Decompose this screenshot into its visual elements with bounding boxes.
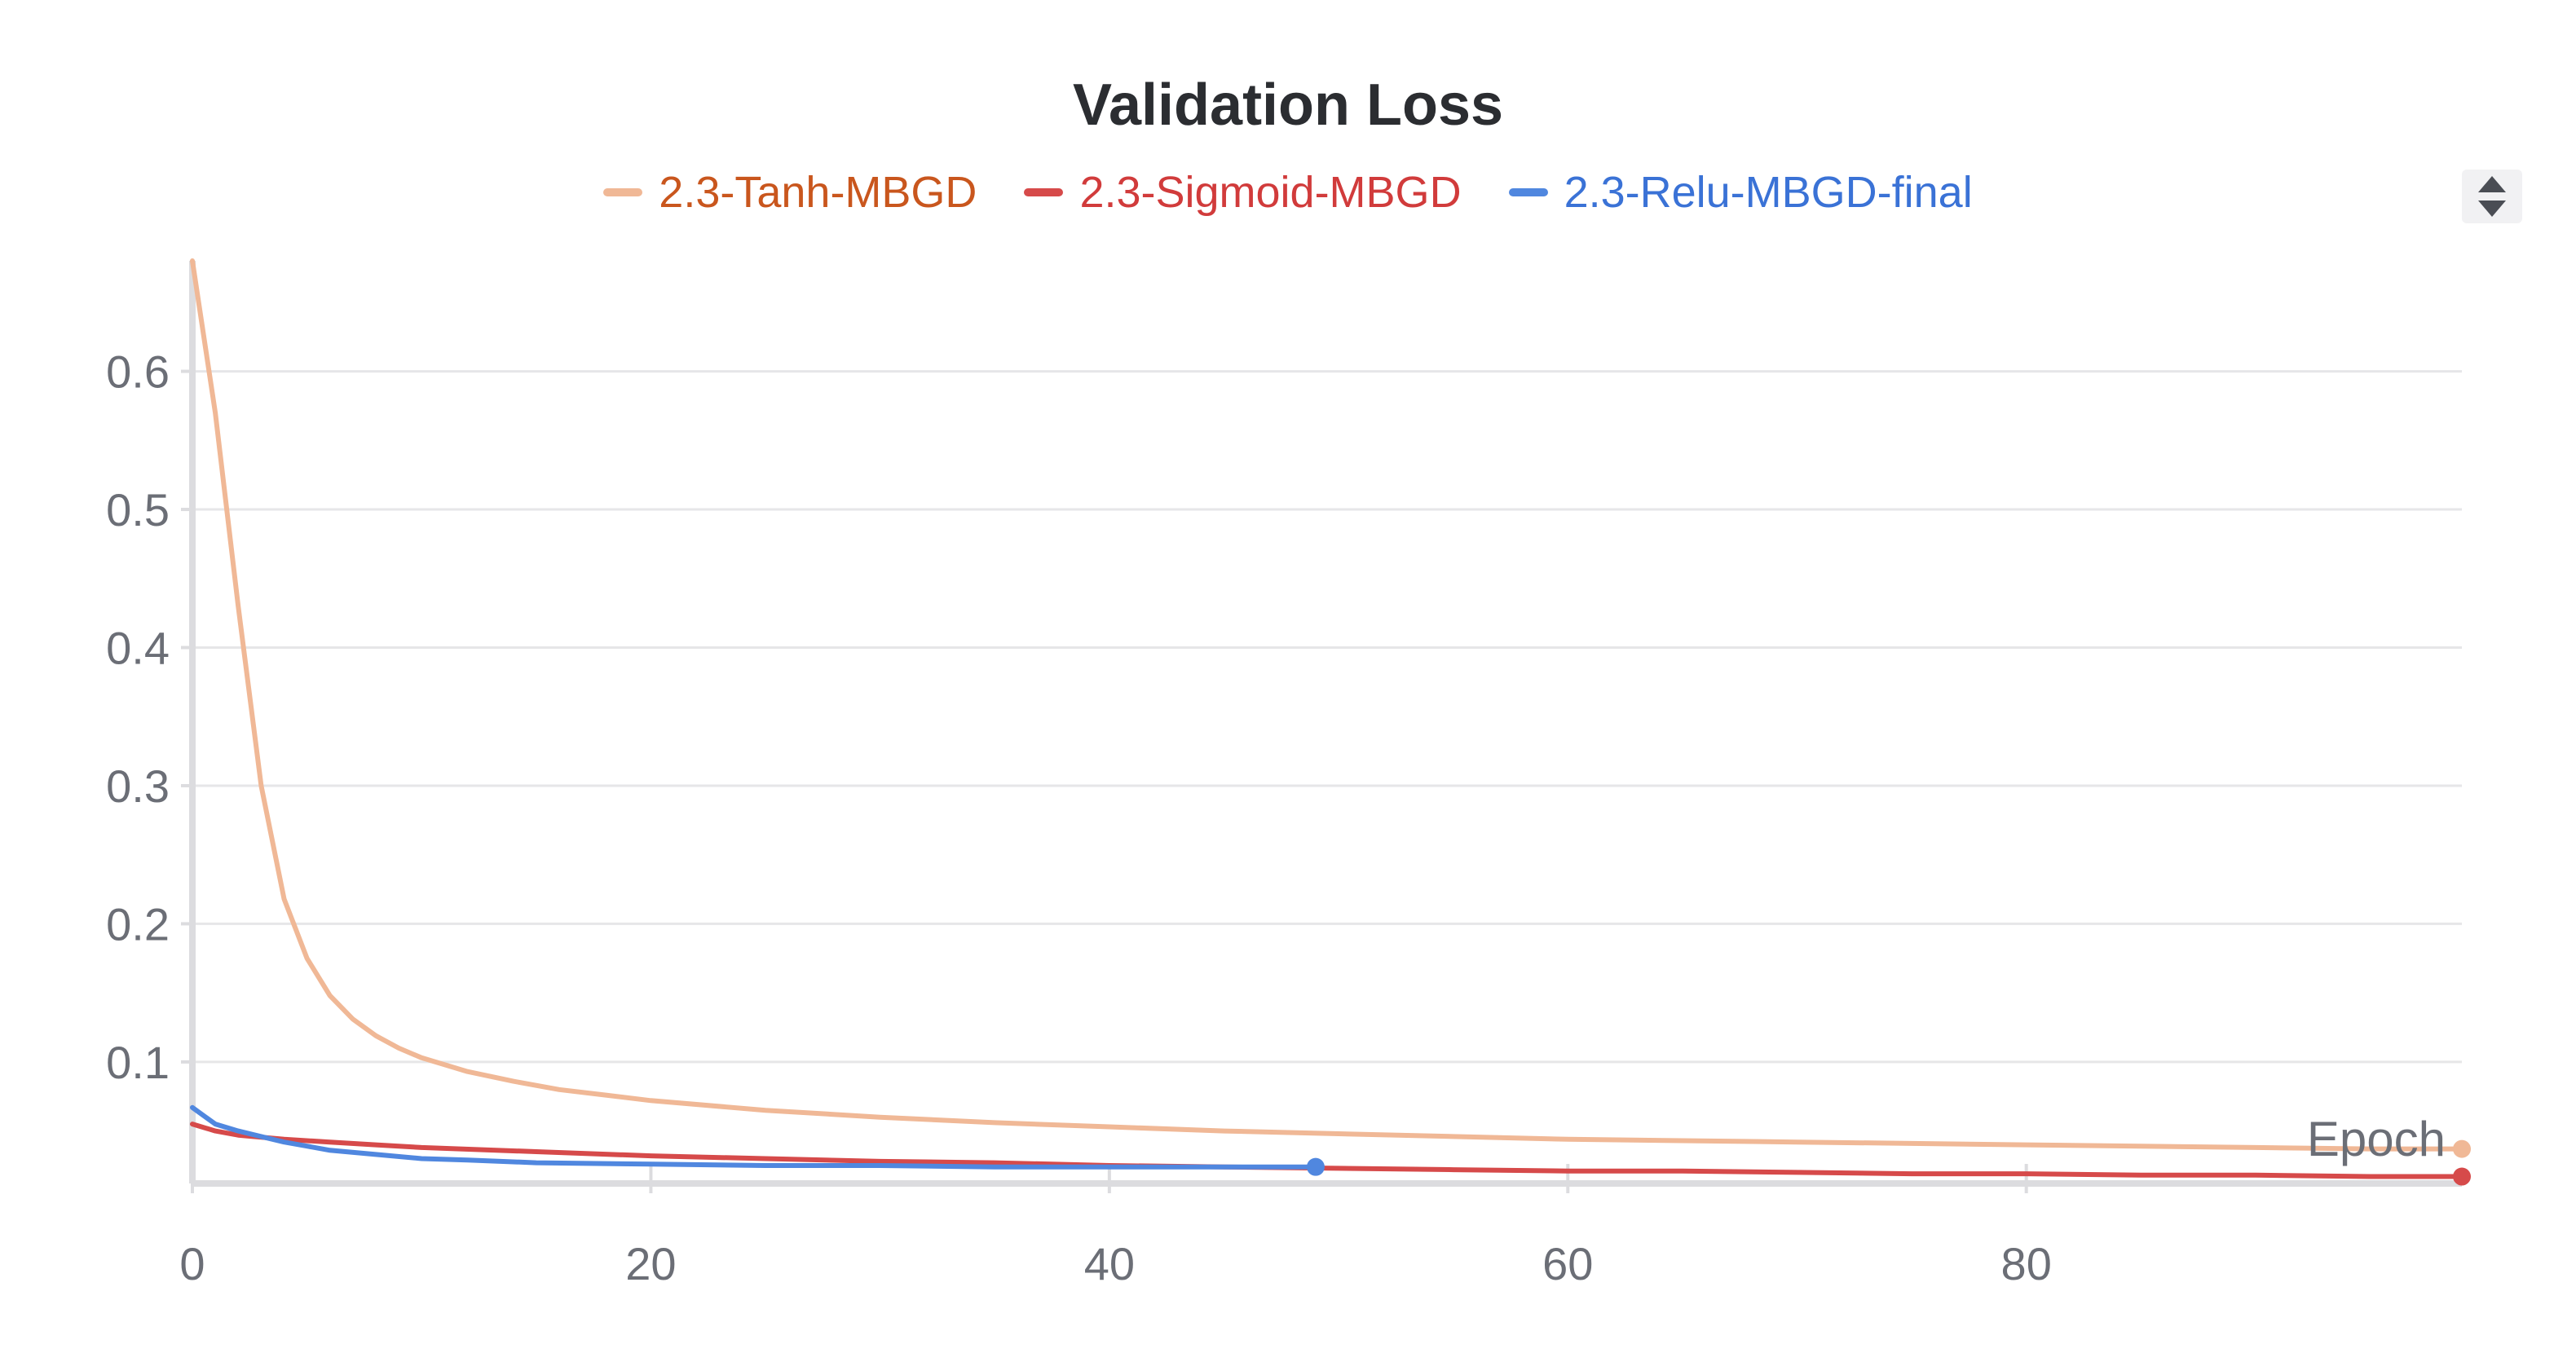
legend-item-2[interactable]: 2.3-Relu-MBGD-final [1508,167,1973,218]
x-tick-label: 80 [2001,1238,2052,1289]
x-tick-label: 20 [625,1238,676,1289]
legend: 2.3-Tanh-MBGD 2.3-Sigmoid-MBGD 2.3-Relu-MB… [0,167,2576,218]
axes [181,261,2462,1193]
grid-lines [192,370,2462,1064]
x-axis-title: Epoch [2307,1112,2446,1166]
legend-label: 2.3-Tanh-MBGD [659,168,977,217]
x-tick-label: 60 [1542,1238,1593,1289]
y-tick-label: 0.3 [106,760,170,812]
legend-item-0[interactable]: 2.3-Tanh-MBGD [603,167,977,218]
series-line-2 [190,1104,1318,1170]
y-tick-label: 0.4 [106,622,170,673]
sort-toggle-icon [2478,176,2506,217]
series-end-point-1 [2453,1167,2471,1186]
legend-swatch [603,188,643,196]
x-tick-label: 40 [1084,1238,1135,1289]
legend-toggle-button[interactable] [2462,170,2522,223]
legend-label: 2.3-Relu-MBGD-final [1564,168,1973,217]
y-tick-label: 0.5 [106,484,170,535]
y-tick-label: 0.1 [106,1037,170,1088]
legend-swatch [1024,188,1064,196]
y-tick-label: 0.6 [106,346,170,398]
series-lines [190,258,2471,1186]
y-tick-label: 0.2 [106,898,170,950]
tick-labels: 0.1 0.2 0.3 0.4 0.5 0.6 0 20 40 60 80 Epoch [106,346,2446,1289]
legend-label: 2.3-Sigmoid-MBGD [1079,168,1462,217]
legend-item-1[interactable]: 2.3-Sigmoid-MBGD [1024,167,1462,218]
series-end-point-0 [2453,1139,2471,1158]
x-tick-label: 0 [179,1238,205,1289]
chart-title: Validation Loss [1072,73,1504,138]
legend-swatch [1508,188,1548,196]
series-line-0 [190,258,2464,1152]
series-end-point-2 [1306,1157,1325,1176]
